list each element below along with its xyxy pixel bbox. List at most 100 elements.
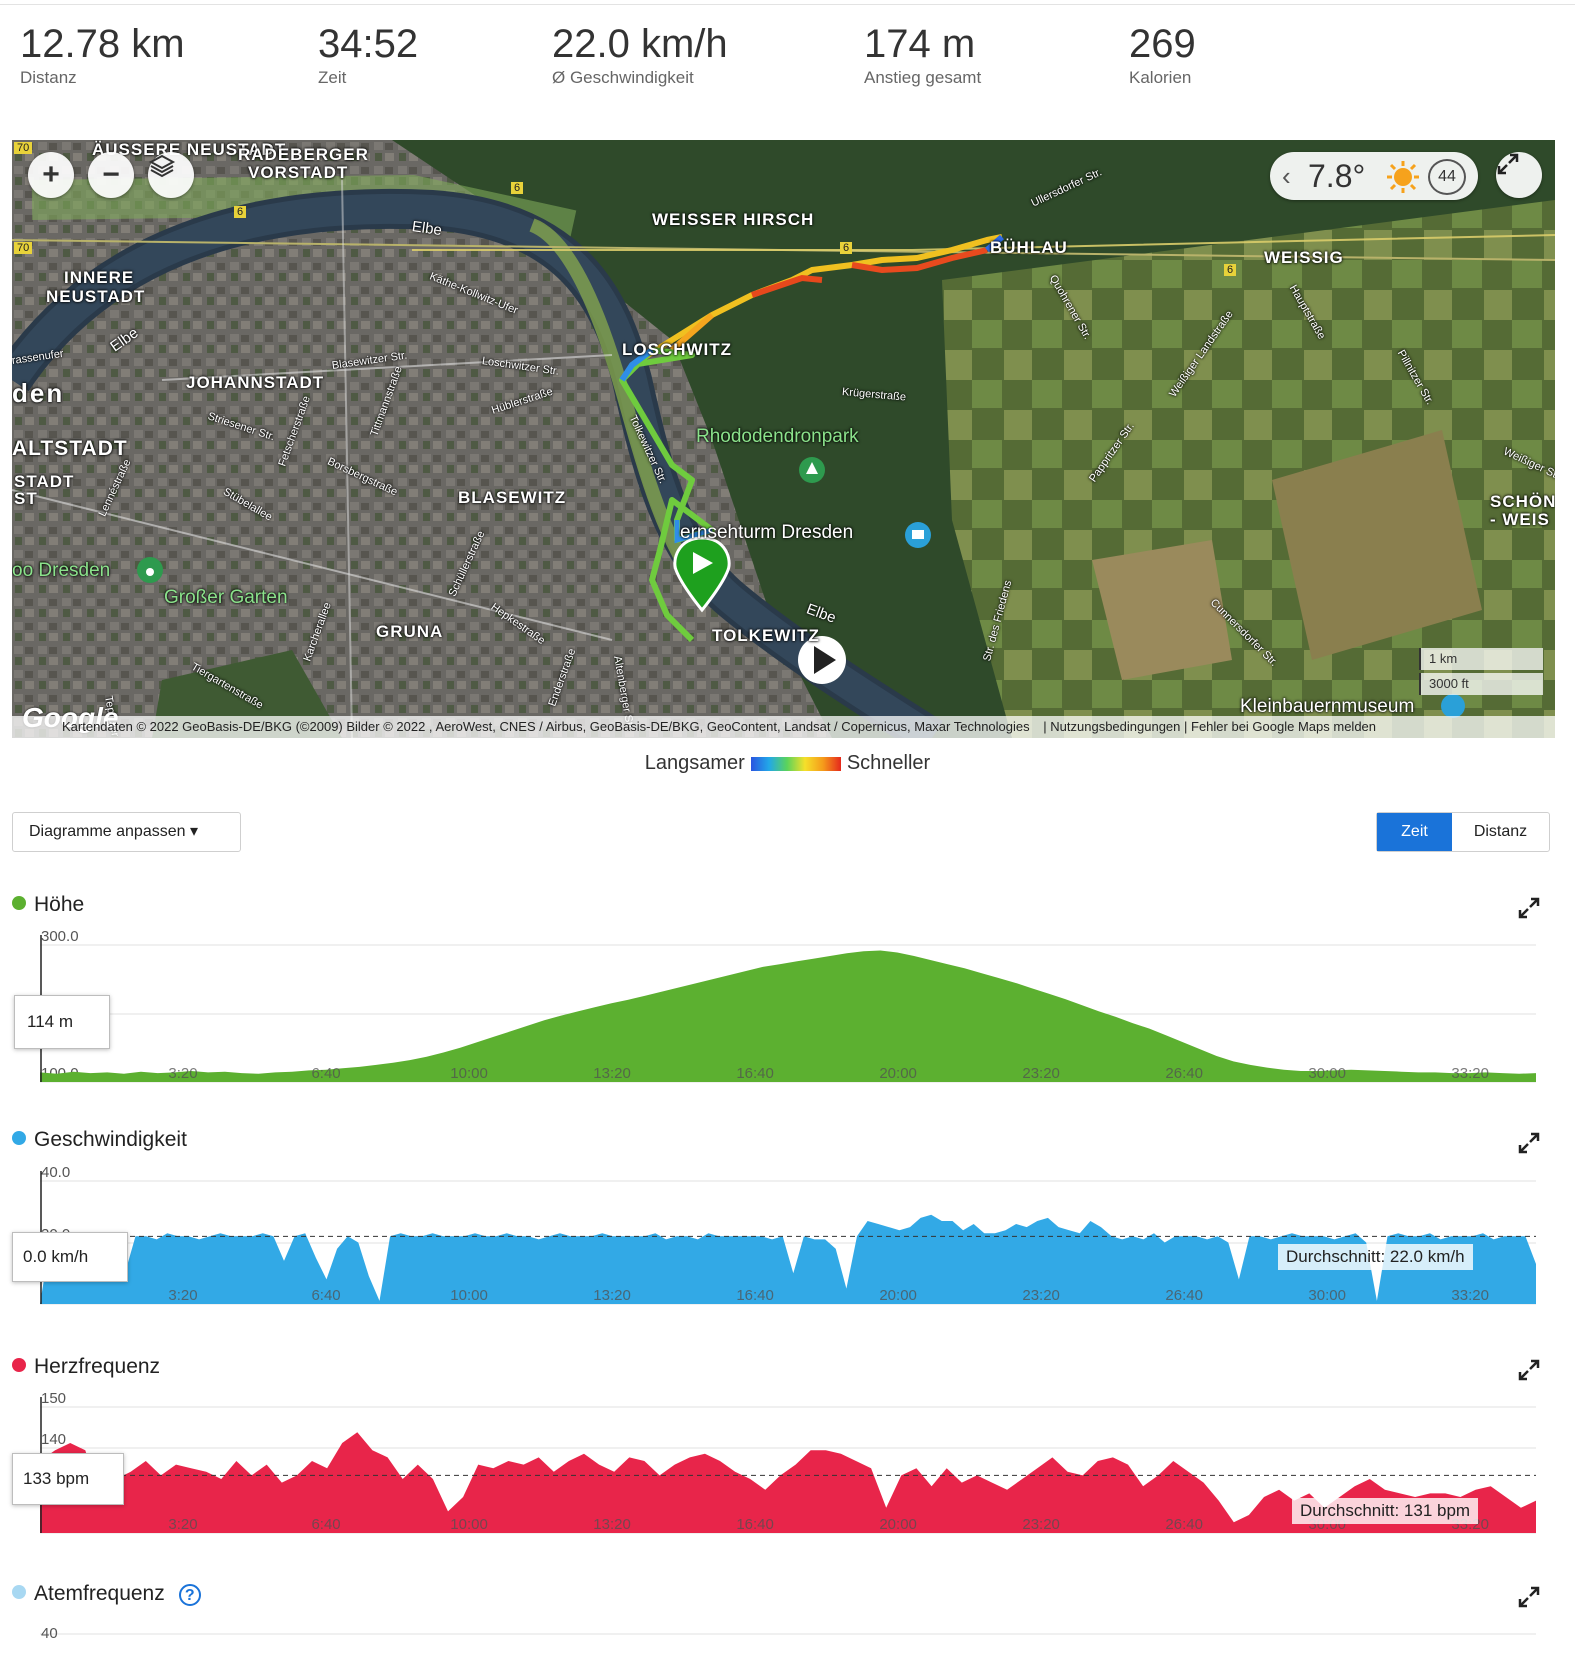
road-shield: 6 <box>1224 264 1237 276</box>
weather-temperature: 7.8° <box>1308 158 1366 194</box>
y-tick-label: 140 <box>41 1431 66 1448</box>
customize-charts-dropdown[interactable]: Diagramme anpassen ▾ <box>12 812 241 852</box>
map-label: oo Dresden <box>12 560 111 581</box>
attribution-text: Kartendaten © 2022 GeoBasis-DE/BKG (©200… <box>62 719 1030 734</box>
terms-link[interactable]: Nutzungsbedingungen <box>1050 719 1181 734</box>
map-label: NEUSTADT <box>46 287 146 306</box>
scale-ft: 3000 ft <box>1419 673 1543 695</box>
road-shield: 70 <box>14 242 33 254</box>
elevation-section: Höhe 300.0200.0100.03:206:4010:0013:2016… <box>0 893 1575 1093</box>
x-tick-label: 26:40 <box>1165 1516 1203 1533</box>
stat-avg-speed: 22.0 km/h Ø Geschwindigkeit <box>552 22 728 88</box>
x-tick-label: 30:00 <box>1308 1065 1346 1082</box>
expand-icon[interactable] <box>1518 897 1540 919</box>
map-label: BÜHLAU <box>990 238 1068 257</box>
x-tick-label: 26:40 <box>1165 1065 1203 1082</box>
legend-gradient <box>750 756 841 771</box>
y-tick-label: 40 <box>41 1625 58 1642</box>
chevron-left-icon[interactable]: ‹ <box>1282 161 1291 191</box>
expand-icon <box>1497 153 1519 175</box>
map-label: ALTSTADT <box>12 437 128 460</box>
stat-label: Kalorien <box>1129 68 1192 87</box>
fullscreen-button[interactable] <box>1496 152 1542 198</box>
x-tick-label: 13:20 <box>593 1065 631 1082</box>
elevation-chart[interactable]: 300.0200.0100.03:206:4010:0013:2016:4020… <box>0 893 1575 1093</box>
stat-elevation-gain: 174 m Anstieg gesamt <box>864 22 981 88</box>
museum-pin-icon <box>1441 694 1465 718</box>
x-tick-label: 10:00 <box>450 1516 488 1533</box>
section-title-text: Herzfrequenz <box>34 1355 161 1378</box>
heart-rate-section: Herzfrequenz 1501401203:206:4010:0013:20… <box>0 1355 1575 1555</box>
y-tick-label: 150 <box>41 1390 66 1407</box>
map-label: - WEIS <box>1490 510 1550 529</box>
map-label: SCHÖN <box>1490 492 1555 511</box>
legend-faster: Schneller <box>846 752 931 774</box>
map-label: LOSCHWITZ <box>622 340 733 359</box>
y-tick-label: 40.0 <box>41 1164 70 1181</box>
camera-pin-icon <box>905 522 931 548</box>
x-tick-label: 10:00 <box>450 1287 488 1304</box>
section-title: Höhe <box>12 893 84 917</box>
legend-slower: Langsamer <box>644 752 745 774</box>
activity-stats: 12.78 km Distanz 34:52 Zeit 22.0 km/h Ø … <box>0 22 1575 92</box>
x-tick-label: 16:40 <box>736 1287 774 1304</box>
map-label: ÄUSSERE NEUSTADT <box>92 140 287 159</box>
top-divider <box>0 4 1575 5</box>
weather-widget[interactable]: ‹ 7.8° 44 <box>1270 152 1478 200</box>
map-label: WEISSIG <box>1264 248 1344 267</box>
map-label: Kleinbauernmuseum <box>1240 696 1415 717</box>
map-label: BLASEWITZ <box>458 488 567 507</box>
section-title-text: Atemfrequenz <box>34 1582 165 1605</box>
series-dot <box>12 896 26 910</box>
layers-button[interactable] <box>148 152 194 198</box>
x-tick-label: 30:00 <box>1308 1287 1346 1304</box>
map-label: den <box>12 378 65 408</box>
park-pin-icon <box>799 457 825 483</box>
section-title: Geschwindigkeit <box>12 1128 187 1152</box>
x-tick-label: 16:40 <box>736 1065 774 1082</box>
section-title: Atemfrequenz? <box>12 1582 201 1606</box>
x-tick-label: 33:20 <box>1451 1287 1489 1304</box>
route-map[interactable]: ÄUSSERE NEUSTADT RADEBERGER VORSTADT WEI… <box>12 140 1555 738</box>
play-icon <box>798 636 846 684</box>
x-tick-label: 26:40 <box>1165 1287 1203 1304</box>
x-axis-toggle: Zeit Distanz <box>1376 812 1550 852</box>
speed-chart[interactable]: 40.020.00.03:206:4010:0013:2016:4020:002… <box>0 1128 1575 1328</box>
stat-label: Distanz <box>20 68 77 87</box>
section-title-text: Höhe <box>34 893 85 916</box>
speed-tooltip: 0.0 km/h <box>12 1232 128 1282</box>
road-shield: 6 <box>234 206 247 218</box>
zoom-out-button[interactable]: − <box>88 152 134 198</box>
x-tick-label: 33:20 <box>1451 1065 1489 1082</box>
stat-time: 34:52 Zeit <box>318 22 418 88</box>
distance-toggle-button[interactable]: Distanz <box>1473 823 1528 840</box>
map-label: TOLKEWITZ <box>712 626 820 645</box>
expand-icon[interactable] <box>1518 1132 1540 1154</box>
road-shield: 70 <box>14 142 33 154</box>
expand-icon[interactable] <box>1518 1359 1540 1381</box>
report-error-link[interactable]: Fehler bei Google Maps melden <box>1191 719 1377 734</box>
stat-value: 269 <box>1129 22 1196 66</box>
stat-label: Zeit <box>318 68 347 87</box>
x-tick-label: 13:20 <box>593 1287 631 1304</box>
stat-value: 12.78 km <box>20 22 185 66</box>
stat-value: 22.0 km/h <box>552 22 728 66</box>
series-dot <box>12 1358 26 1372</box>
heart-rate-tooltip: 133 bpm <box>12 1453 124 1505</box>
map-label: RADEBERGER <box>238 145 369 164</box>
x-tick-label: 6:40 <box>311 1065 340 1082</box>
zoom-in-button[interactable]: + <box>28 152 74 198</box>
map-label: VORSTADT <box>248 163 349 182</box>
map-label: WEISSER HIRSCH <box>652 210 815 229</box>
expand-icon[interactable] <box>1518 1586 1540 1608</box>
start-marker-icon <box>673 536 731 613</box>
heart-rate-chart[interactable]: 1501401203:206:4010:0013:2016:4020:0023:… <box>0 1355 1575 1555</box>
x-tick-label: 3:20 <box>168 1516 197 1533</box>
x-tick-label: 3:20 <box>168 1065 197 1082</box>
series-dot <box>12 1585 26 1599</box>
stat-value: 174 m <box>864 22 976 66</box>
help-icon[interactable]: ? <box>178 1584 201 1606</box>
time-toggle-button[interactable]: Zeit <box>1377 813 1452 851</box>
speed-section: Geschwindigkeit 40.020.00.03:206:4010:00… <box>0 1128 1575 1328</box>
breathing-chart: 40 <box>40 1625 1536 1642</box>
